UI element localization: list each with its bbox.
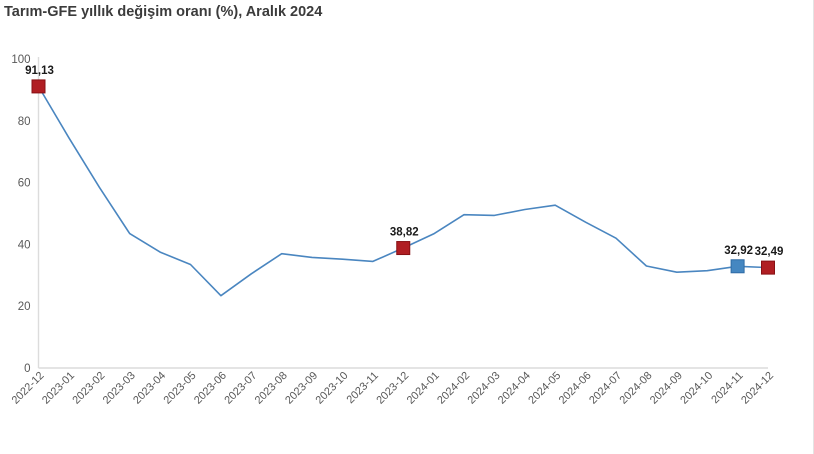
data-point-marker (31, 79, 46, 94)
x-tick-label: 2022-12 (10, 370, 47, 407)
x-tick-label: 2024-05 (526, 370, 563, 407)
data-point-label: 32,92 (724, 245, 753, 257)
x-tick-label: 2023-05 (162, 370, 199, 407)
data-point-marker (761, 260, 775, 275)
page-title: Tarım-GFE yıllık değişim oranı (%), Aral… (4, 4, 323, 20)
x-tick-label: 2023-01 (40, 370, 77, 407)
y-tick-label: 100 (11, 54, 30, 66)
x-tick-label: 2023-07 (222, 370, 259, 407)
y-tick-label: 20 (18, 301, 31, 313)
x-tick-label: 2024-10 (678, 370, 715, 407)
x-tick-label: 2024-02 (435, 370, 472, 407)
data-point-label: 38,82 (390, 227, 419, 239)
data-line (37, 85, 769, 297)
x-tick-label: 2023-06 (192, 370, 229, 407)
data-point-label: 32,49 (755, 246, 784, 258)
x-tick-label: 2024-01 (405, 370, 442, 407)
y-tick-label: 0 (24, 363, 30, 375)
x-tick-label: 2024-09 (648, 370, 685, 407)
x-tick-label: 2024-04 (496, 370, 533, 407)
y-tick-label: 80 (18, 116, 31, 128)
x-tick-label: 2024-06 (557, 370, 594, 407)
x-tick-label: 2023-02 (70, 370, 107, 407)
x-tick-label: 2023-10 (314, 370, 351, 407)
data-point-marker (396, 241, 411, 256)
x-tick-label: 2024-08 (618, 370, 655, 407)
x-tick-label: 2024-12 (739, 370, 776, 407)
x-tick-label: 2023-09 (283, 370, 320, 407)
x-tick-label: 2024-03 (466, 370, 503, 407)
y-tick-label: 40 (18, 239, 31, 251)
x-tick-label: 2023-04 (131, 370, 168, 407)
x-tick-label: 2023-08 (253, 370, 290, 407)
y-tick-label: 60 (18, 178, 31, 190)
data-point-label: 91,13 (25, 65, 54, 77)
data-point-marker (730, 259, 745, 274)
x-tick-label: 2023-03 (101, 370, 138, 407)
x-tick-label: 2024-07 (587, 370, 624, 407)
x-tick-label: 2023-12 (374, 370, 411, 407)
